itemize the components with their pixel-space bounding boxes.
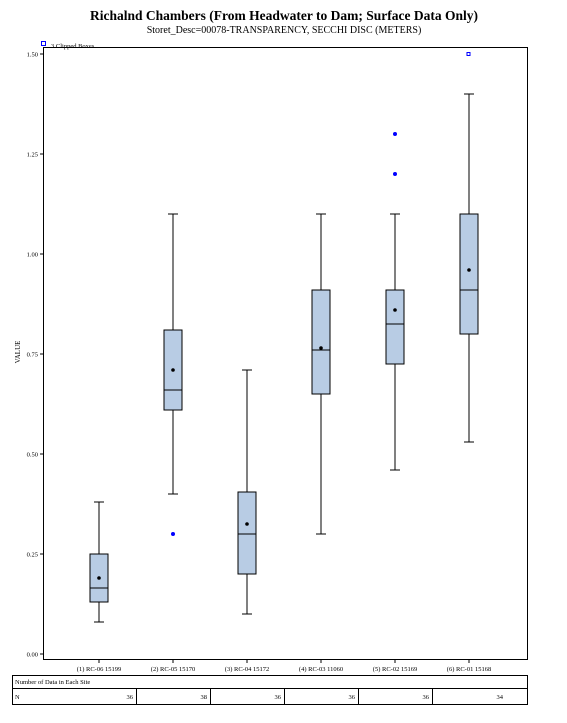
table-count-value: 36 [275,694,282,701]
box-group [459,52,479,443]
x-tick-label: (4) RC-03 11060 [299,666,343,673]
y-tick-label: 1.50 [27,52,38,59]
box-group [89,501,109,623]
table-count-value: 36 [423,694,430,701]
clipped-marker [466,52,471,56]
iqr-box [237,491,257,575]
clipped-legend-label: 3 Clipped Boxes [51,43,95,50]
y-axis-label: VALUE [14,341,22,364]
table-header: Number of Data in Each Site [15,679,90,686]
table-count-value: 34 [497,694,504,701]
mean-marker [97,576,101,580]
table-count-value: 36 [349,694,356,701]
mean-marker [467,268,471,272]
x-tick-label: (2) RC-05 15170 [151,666,195,673]
box-group [237,369,257,615]
mean-marker [393,308,397,312]
mean-marker [245,522,249,526]
outlier-point [393,132,397,136]
y-tick-label: 1.25 [27,152,38,159]
y-tick-label: 0.75 [27,352,38,359]
outlier-point [171,532,175,536]
chart-title: Richalnd Chambers (From Headwater to Dam… [90,8,478,23]
boxes-layer [89,52,479,623]
x-tick-label: (5) RC-02 15169 [373,666,417,673]
mean-marker [319,346,323,350]
y-tick-label: 0.00 [27,652,38,659]
x-tick-label: (3) RC-04 15172 [225,666,269,673]
x-axis: (1) RC-06 15199 (2) RC-05 15170 (3) RC-04 … [77,659,491,673]
box-group [385,132,405,471]
y-axis: 0.00 0.25 0.50 0.75 1.00 1.25 1.50 [27,52,44,659]
table-count-value: 38 [201,694,208,701]
clipped-legend-marker [41,41,46,46]
box-group [163,213,183,536]
data-count-table: Number of Data in Each Site N 36 38 36 36 36 34 [12,675,528,705]
table-row-label: N [15,694,20,701]
box-group [311,213,331,535]
plot-frame [43,47,528,660]
y-tick-label: 1.00 [27,252,38,259]
iqr-box [459,213,479,335]
table-frame [12,675,528,705]
outlier-point [393,172,397,176]
y-tick-label: 0.25 [27,552,38,559]
x-tick-label: (1) RC-06 15199 [77,666,121,673]
iqr-box [311,289,331,395]
iqr-box [385,289,405,365]
table-count-value: 36 [127,694,134,701]
mean-marker [171,368,175,372]
chart-subtitle: Storet_Desc=00078-TRANSPARENCY, SECCHI D… [147,25,422,36]
x-tick-label: (6) RC-01 15168 [447,666,491,673]
y-tick-label: 0.50 [27,452,38,459]
